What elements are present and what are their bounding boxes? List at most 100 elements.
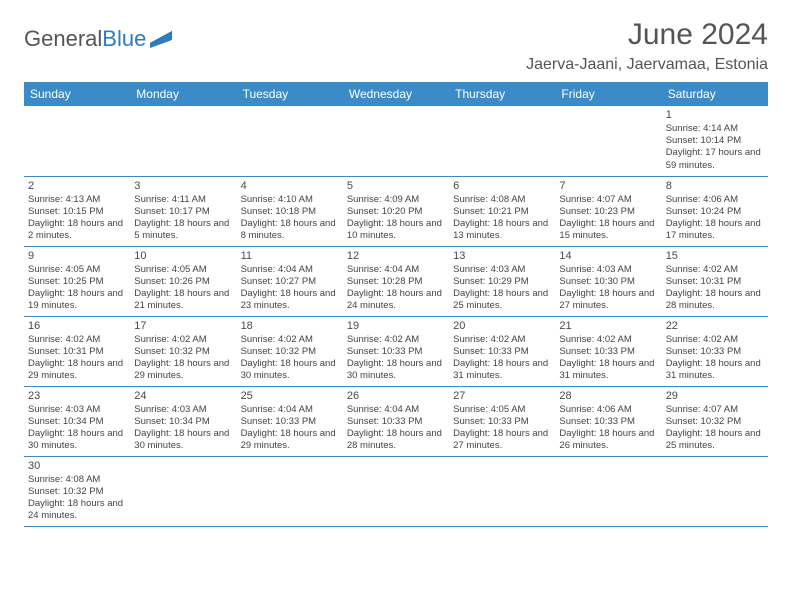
day-number: 17: [134, 319, 232, 333]
calendar-day-cell: 3Sunrise: 4:11 AMSunset: 10:17 PMDayligh…: [130, 176, 236, 246]
day-header-row: SundayMondayTuesdayWednesdayThursdayFrid…: [24, 82, 768, 106]
calendar-day-cell: 29Sunrise: 4:07 AMSunset: 10:32 PMDaylig…: [662, 386, 768, 456]
daylight-text: Daylight: 18 hours and 27 minutes.: [559, 288, 657, 312]
calendar-day-cell: 16Sunrise: 4:02 AMSunset: 10:31 PMDaylig…: [24, 316, 130, 386]
sunrise-text: Sunrise: 4:13 AM: [28, 194, 126, 206]
day-number: 14: [559, 249, 657, 263]
daylight-text: Daylight: 18 hours and 30 minutes.: [134, 428, 232, 452]
sunset-text: Sunset: 10:26 PM: [134, 276, 232, 288]
calendar-table: SundayMondayTuesdayWednesdayThursdayFrid…: [24, 82, 768, 527]
brand-logo: GeneralBlue: [24, 26, 176, 52]
sunrise-text: Sunrise: 4:03 AM: [134, 404, 232, 416]
day-header: Tuesday: [237, 82, 343, 106]
day-number: 8: [666, 179, 764, 193]
sunset-text: Sunset: 10:20 PM: [347, 206, 445, 218]
calendar-day-cell: 12Sunrise: 4:04 AMSunset: 10:28 PMDaylig…: [343, 246, 449, 316]
calendar-day-cell: 15Sunrise: 4:02 AMSunset: 10:31 PMDaylig…: [662, 246, 768, 316]
brand-part2: Blue: [102, 26, 146, 52]
day-number: 18: [241, 319, 339, 333]
sunrise-text: Sunrise: 4:04 AM: [241, 404, 339, 416]
day-number: 6: [453, 179, 551, 193]
calendar-empty-cell: [24, 106, 130, 176]
sunset-text: Sunset: 10:33 PM: [559, 416, 657, 428]
calendar-day-cell: 21Sunrise: 4:02 AMSunset: 10:33 PMDaylig…: [555, 316, 661, 386]
calendar-week-row: 1Sunrise: 4:14 AMSunset: 10:14 PMDayligh…: [24, 106, 768, 176]
sunrise-text: Sunrise: 4:07 AM: [666, 404, 764, 416]
calendar-week-row: 30Sunrise: 4:08 AMSunset: 10:32 PMDaylig…: [24, 456, 768, 526]
sunset-text: Sunset: 10:18 PM: [241, 206, 339, 218]
sunset-text: Sunset: 10:33 PM: [453, 416, 551, 428]
calendar-empty-cell: [237, 456, 343, 526]
calendar-page: GeneralBlue June 2024 Jaerva-Jaani, Jaer…: [0, 0, 792, 545]
calendar-empty-cell: [343, 456, 449, 526]
daylight-text: Daylight: 18 hours and 21 minutes.: [134, 288, 232, 312]
sunset-text: Sunset: 10:31 PM: [666, 276, 764, 288]
day-header: Friday: [555, 82, 661, 106]
calendar-day-cell: 17Sunrise: 4:02 AMSunset: 10:32 PMDaylig…: [130, 316, 236, 386]
calendar-day-cell: 19Sunrise: 4:02 AMSunset: 10:33 PMDaylig…: [343, 316, 449, 386]
day-header: Sunday: [24, 82, 130, 106]
calendar-day-cell: 30Sunrise: 4:08 AMSunset: 10:32 PMDaylig…: [24, 456, 130, 526]
daylight-text: Daylight: 18 hours and 25 minutes.: [666, 428, 764, 452]
sunrise-text: Sunrise: 4:10 AM: [241, 194, 339, 206]
daylight-text: Daylight: 18 hours and 30 minutes.: [28, 428, 126, 452]
calendar-day-cell: 27Sunrise: 4:05 AMSunset: 10:33 PMDaylig…: [449, 386, 555, 456]
daylight-text: Daylight: 18 hours and 17 minutes.: [666, 218, 764, 242]
day-number: 24: [134, 389, 232, 403]
sunrise-text: Sunrise: 4:03 AM: [28, 404, 126, 416]
sunset-text: Sunset: 10:29 PM: [453, 276, 551, 288]
calendar-empty-cell: [237, 106, 343, 176]
calendar-day-cell: 22Sunrise: 4:02 AMSunset: 10:33 PMDaylig…: [662, 316, 768, 386]
sunset-text: Sunset: 10:28 PM: [347, 276, 445, 288]
sunrise-text: Sunrise: 4:02 AM: [134, 334, 232, 346]
sunrise-text: Sunrise: 4:04 AM: [347, 264, 445, 276]
daylight-text: Daylight: 18 hours and 23 minutes.: [241, 288, 339, 312]
sunset-text: Sunset: 10:30 PM: [559, 276, 657, 288]
calendar-day-cell: 23Sunrise: 4:03 AMSunset: 10:34 PMDaylig…: [24, 386, 130, 456]
day-number: 2: [28, 179, 126, 193]
sunrise-text: Sunrise: 4:02 AM: [453, 334, 551, 346]
day-number: 23: [28, 389, 126, 403]
day-number: 27: [453, 389, 551, 403]
daylight-text: Daylight: 18 hours and 31 minutes.: [559, 358, 657, 382]
day-number: 3: [134, 179, 232, 193]
daylight-text: Daylight: 17 hours and 59 minutes.: [666, 147, 764, 171]
daylight-text: Daylight: 18 hours and 2 minutes.: [28, 218, 126, 242]
calendar-day-cell: 14Sunrise: 4:03 AMSunset: 10:30 PMDaylig…: [555, 246, 661, 316]
day-number: 7: [559, 179, 657, 193]
calendar-week-row: 16Sunrise: 4:02 AMSunset: 10:31 PMDaylig…: [24, 316, 768, 386]
sunset-text: Sunset: 10:17 PM: [134, 206, 232, 218]
sunset-text: Sunset: 10:27 PM: [241, 276, 339, 288]
sunset-text: Sunset: 10:23 PM: [559, 206, 657, 218]
sunrise-text: Sunrise: 4:14 AM: [666, 123, 764, 135]
sunrise-text: Sunrise: 4:03 AM: [559, 264, 657, 276]
daylight-text: Daylight: 18 hours and 30 minutes.: [241, 358, 339, 382]
month-title: June 2024: [526, 18, 768, 52]
day-number: 19: [347, 319, 445, 333]
calendar-empty-cell: [449, 106, 555, 176]
calendar-empty-cell: [449, 456, 555, 526]
sunrise-text: Sunrise: 4:02 AM: [559, 334, 657, 346]
calendar-day-cell: 9Sunrise: 4:05 AMSunset: 10:25 PMDayligh…: [24, 246, 130, 316]
sunrise-text: Sunrise: 4:09 AM: [347, 194, 445, 206]
calendar-day-cell: 18Sunrise: 4:02 AMSunset: 10:32 PMDaylig…: [237, 316, 343, 386]
daylight-text: Daylight: 18 hours and 28 minutes.: [347, 428, 445, 452]
daylight-text: Daylight: 18 hours and 24 minutes.: [347, 288, 445, 312]
sunset-text: Sunset: 10:32 PM: [134, 346, 232, 358]
daylight-text: Daylight: 18 hours and 5 minutes.: [134, 218, 232, 242]
daylight-text: Daylight: 18 hours and 29 minutes.: [28, 358, 126, 382]
sunrise-text: Sunrise: 4:05 AM: [28, 264, 126, 276]
sunrise-text: Sunrise: 4:02 AM: [28, 334, 126, 346]
flag-icon: [150, 30, 176, 48]
brand-part1: General: [24, 26, 102, 52]
daylight-text: Daylight: 18 hours and 25 minutes.: [453, 288, 551, 312]
header-row: GeneralBlue June 2024 Jaerva-Jaani, Jaer…: [24, 18, 768, 74]
day-number: 4: [241, 179, 339, 193]
day-header: Saturday: [662, 82, 768, 106]
daylight-text: Daylight: 18 hours and 28 minutes.: [666, 288, 764, 312]
day-number: 12: [347, 249, 445, 263]
calendar-day-cell: 4Sunrise: 4:10 AMSunset: 10:18 PMDayligh…: [237, 176, 343, 246]
sunset-text: Sunset: 10:33 PM: [347, 416, 445, 428]
calendar-day-cell: 11Sunrise: 4:04 AMSunset: 10:27 PMDaylig…: [237, 246, 343, 316]
sunset-text: Sunset: 10:33 PM: [453, 346, 551, 358]
